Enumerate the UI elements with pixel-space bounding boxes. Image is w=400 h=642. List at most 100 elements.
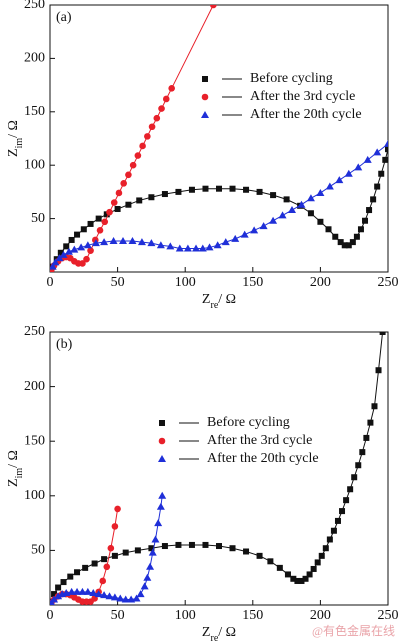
marker	[139, 142, 146, 150]
marker	[114, 205, 121, 212]
marker	[344, 169, 353, 177]
marker	[335, 176, 344, 184]
x-tick-label: 0	[47, 608, 54, 623]
y-tick-label: 200	[24, 51, 45, 66]
marker	[91, 560, 98, 567]
marker	[110, 593, 119, 601]
marker	[334, 517, 341, 524]
marker	[314, 559, 321, 566]
marker	[101, 218, 109, 226]
marker	[371, 403, 378, 410]
marker	[205, 243, 214, 251]
marker	[83, 587, 92, 595]
series-line	[50, 5, 214, 271]
marker	[134, 547, 141, 554]
marker	[202, 185, 209, 192]
marker	[57, 249, 64, 256]
legend-label: Before cycling	[207, 415, 290, 430]
marker	[125, 201, 132, 208]
marker	[103, 563, 111, 571]
marker	[322, 545, 329, 552]
marker	[229, 545, 236, 552]
legend-label: After the 20th cycle	[250, 107, 362, 122]
marker	[316, 188, 325, 196]
y-tick-label: 150	[24, 104, 45, 119]
marker	[110, 199, 118, 206]
legend-marker	[202, 76, 208, 82]
marker	[175, 541, 182, 548]
y-tick-label: 250	[24, 324, 45, 339]
x-tick-label: 250	[378, 275, 399, 290]
axis-label-part: re	[210, 300, 218, 311]
marker	[50, 595, 59, 603]
x-tick-label: 150	[242, 275, 263, 290]
watermark: @有色金属在线	[312, 623, 395, 638]
marker	[79, 260, 86, 267]
marker	[188, 541, 195, 548]
marker	[276, 564, 283, 571]
marker	[116, 594, 125, 602]
marker	[101, 556, 108, 563]
marker	[161, 543, 168, 550]
marker	[148, 548, 157, 556]
marker	[136, 197, 143, 204]
marker	[307, 210, 314, 217]
legend-marker	[158, 437, 166, 445]
y-tick-label: 250	[24, 0, 45, 12]
marker	[375, 367, 382, 374]
marker	[221, 238, 230, 246]
marker	[363, 155, 372, 163]
marker	[77, 243, 86, 251]
marker	[349, 239, 356, 246]
marker	[120, 180, 127, 187]
x-tick-label: 50	[111, 275, 125, 290]
marker	[82, 564, 89, 571]
marker	[359, 449, 366, 456]
x-tick-label: 50	[111, 608, 125, 623]
marker	[183, 244, 192, 252]
marker	[306, 194, 315, 202]
y-tick-label: 100	[24, 488, 45, 503]
legend-label: After the 3rd cycle	[207, 433, 312, 448]
marker	[378, 170, 385, 177]
marker	[158, 105, 165, 112]
marker	[67, 587, 76, 595]
marker	[107, 544, 115, 552]
marker	[103, 211, 110, 218]
marker	[267, 558, 274, 565]
marker	[115, 189, 123, 197]
marker	[129, 161, 137, 169]
series	[50, 139, 388, 270]
marker	[341, 242, 348, 249]
marker	[384, 139, 388, 147]
marker	[147, 239, 156, 247]
marker	[156, 502, 165, 510]
marker	[55, 254, 64, 262]
marker	[354, 163, 363, 171]
marker	[379, 332, 386, 335]
axis-label-part: / Ω	[218, 625, 236, 640]
marker	[143, 573, 152, 581]
axis-label-part: im	[14, 138, 25, 149]
plot-frame	[49, 331, 389, 606]
marker	[54, 592, 63, 600]
y-tick-label: 100	[24, 157, 45, 172]
marker	[100, 591, 109, 599]
marker	[63, 243, 70, 250]
marker	[162, 95, 170, 103]
marker	[382, 156, 388, 163]
marker	[148, 194, 155, 201]
marker	[74, 231, 81, 238]
marker	[151, 535, 160, 543]
series	[50, 491, 167, 605]
marker	[256, 552, 263, 559]
legend-label: After the 20th cycle	[207, 451, 319, 466]
marker	[68, 236, 75, 243]
marker	[158, 491, 167, 499]
marker	[326, 536, 333, 543]
marker	[192, 244, 201, 252]
marker	[91, 239, 100, 247]
marker	[83, 241, 92, 249]
legend-marker	[201, 111, 209, 118]
